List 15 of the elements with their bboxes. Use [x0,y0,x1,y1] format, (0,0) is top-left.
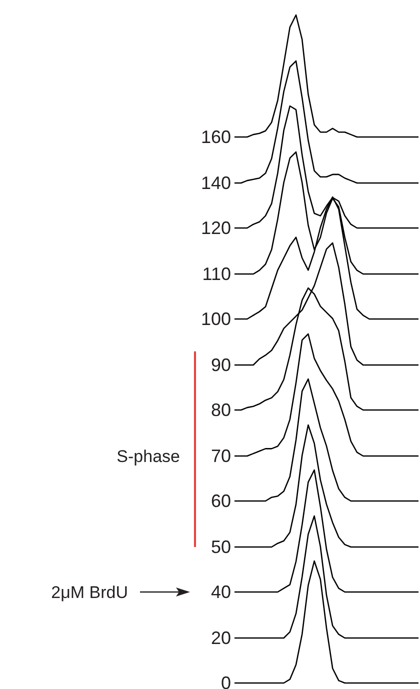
y-axis-title: 100 [200,309,231,329]
y-axis-title: 120 [200,218,231,238]
y-axis-title: 90 [210,354,231,374]
y-axis-title: 40 [210,582,231,602]
text: S-phase [116,446,180,466]
y-axis-title: 20 [210,628,231,648]
y-axis-title: 140 [200,172,231,192]
y-axis-title: 70 [210,446,231,466]
text: 2μM BrdU [51,583,128,602]
y-axis-title: 80 [210,400,231,420]
y-axis-title: 110 [202,264,231,284]
y-axis-title: 60 [210,491,231,511]
y-axis-title: 160 [200,127,231,147]
y-axis-title: 50 [210,536,231,556]
y-axis-title: 0 [220,673,231,689]
